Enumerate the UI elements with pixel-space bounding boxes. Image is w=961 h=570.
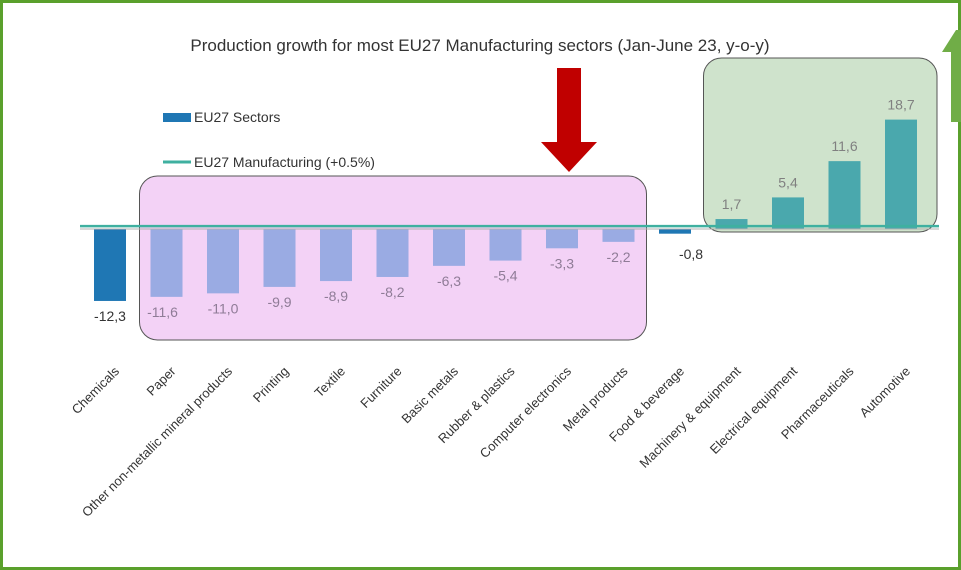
value-label-machinery-and-equipment: 1,7 xyxy=(722,196,742,212)
value-label-automotive: 18,7 xyxy=(887,97,914,113)
bar-pharmaceuticals xyxy=(828,161,861,229)
highlight-box-growing xyxy=(703,57,938,233)
bar-printing xyxy=(263,229,296,287)
legend-label-manufacturing: EU27 Manufacturing (+0.5%) xyxy=(194,154,375,170)
bar-other-non-metallic-mineral-products xyxy=(207,229,239,294)
legend-label-sectors: EU27 Sectors xyxy=(194,109,280,125)
bar-machinery-and-equipment xyxy=(715,219,748,229)
value-label-basic-metals: -6,3 xyxy=(437,273,461,289)
bar-rubber-and-plastics xyxy=(489,229,522,261)
bar-basic-metals xyxy=(433,229,465,266)
bar-furniture xyxy=(376,229,409,277)
value-label-pharmaceuticals: 11,6 xyxy=(831,138,857,154)
bar-chemicals xyxy=(94,229,126,301)
value-labels: -12,3 -11,6 -11,0 -9,9 -8,9 -8,2 -6,3 -5,4 -3,3 -… xyxy=(94,97,915,324)
bar-paper xyxy=(150,229,183,297)
x-axis xyxy=(80,224,939,230)
value-label-metal-products: -2,2 xyxy=(606,249,630,265)
value-label-furniture: -8,2 xyxy=(380,284,404,300)
legend: EU27 Sectors EU27 Manufacturing (+0.5%) xyxy=(163,109,375,170)
arrows xyxy=(541,30,961,172)
chart-title: Production growth for most EU27 Manufact… xyxy=(190,36,769,55)
bar-textile xyxy=(320,229,352,282)
bar-food-and-beverage xyxy=(659,229,691,234)
value-label-chemicals: -12,3 xyxy=(94,308,126,324)
value-label-electrical-equipment: 5,4 xyxy=(778,174,798,190)
bar-computer-electronics xyxy=(546,229,578,249)
up-arrow-icon xyxy=(942,30,961,122)
value-label-other-non-metallic-mineral-products: -11,0 xyxy=(208,300,239,316)
legend-swatch-sectors xyxy=(163,113,191,122)
bar-electrical-equipment xyxy=(772,197,804,229)
bars xyxy=(94,119,917,301)
value-label-paper: -11,6 xyxy=(147,304,178,320)
value-label-computer-electronics: -3,3 xyxy=(550,255,574,271)
value-label-food-and-beverage: -0,8 xyxy=(679,246,703,262)
value-label-textile: -8,9 xyxy=(324,288,348,304)
value-label-rubber-and-plastics: -5,4 xyxy=(493,268,517,284)
bar-automotive xyxy=(885,119,917,229)
down-arrow-icon xyxy=(541,68,597,172)
value-label-printing: -9,9 xyxy=(267,294,291,310)
bar-metal-products xyxy=(602,229,635,242)
